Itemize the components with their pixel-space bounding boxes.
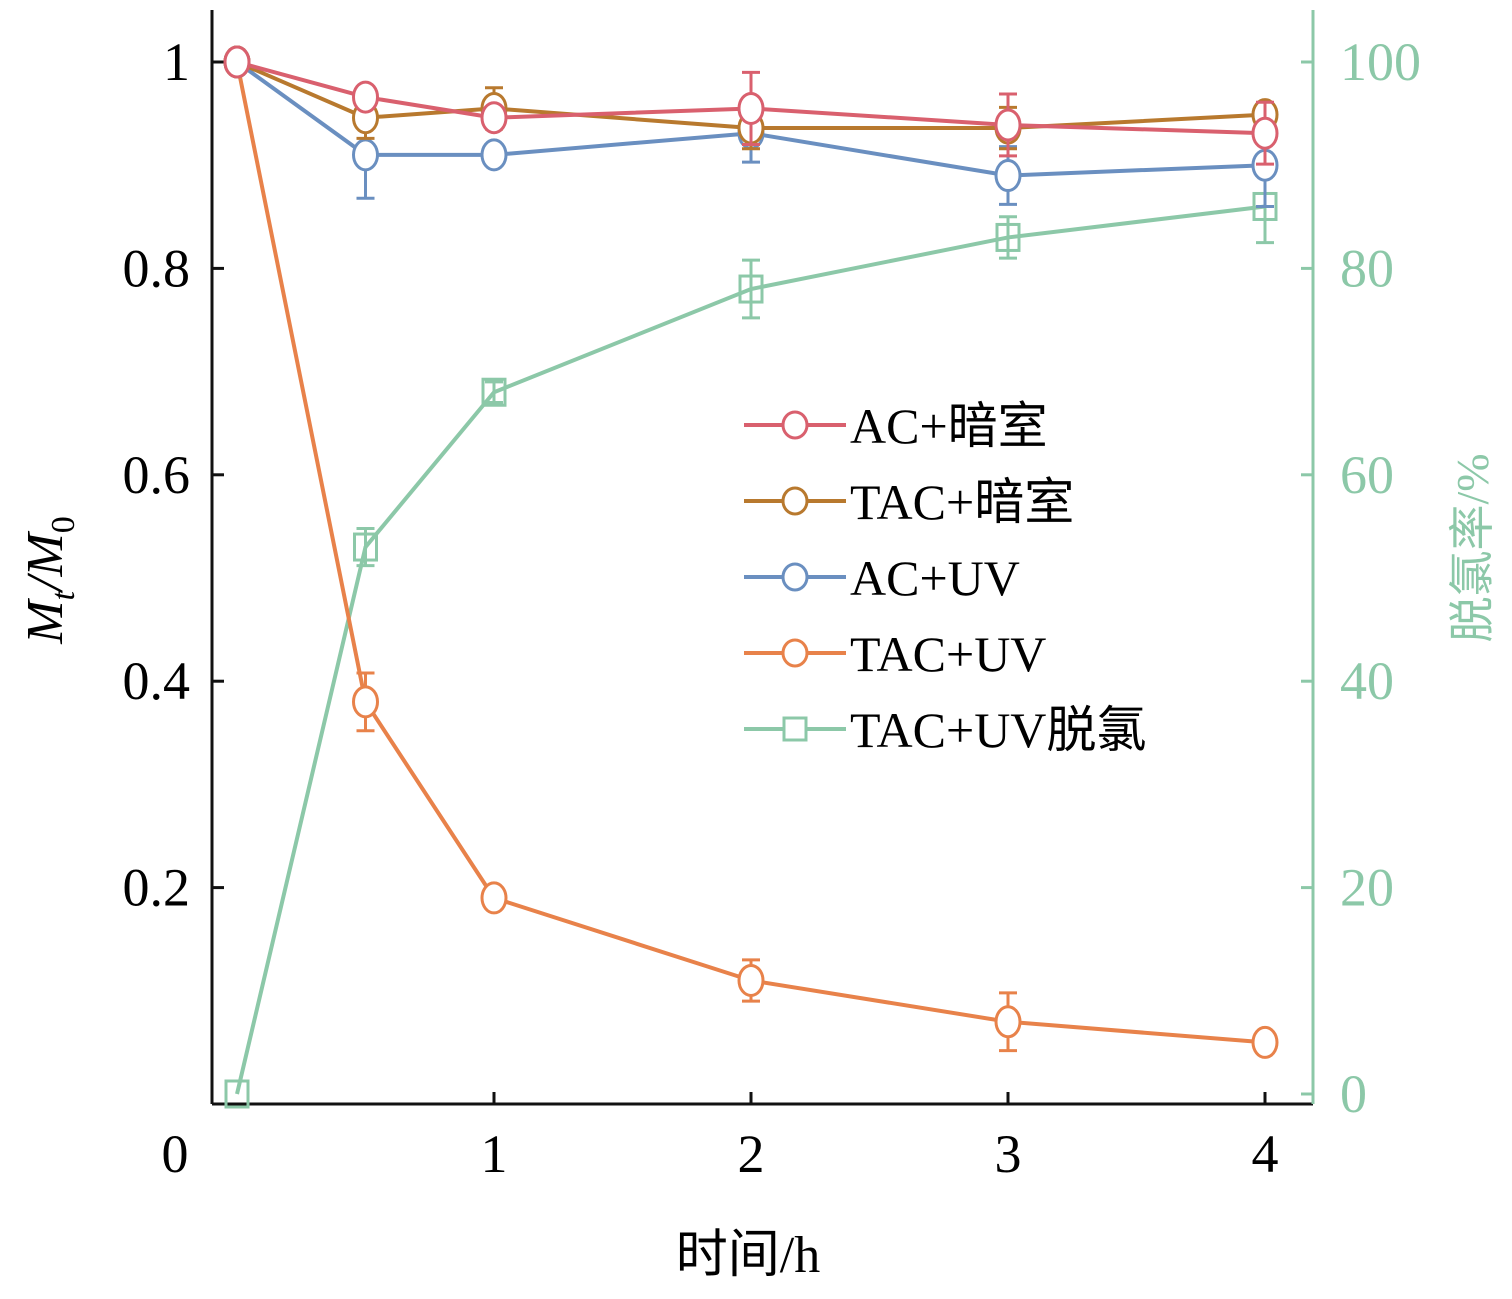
legend-label: AC+暗室 [850, 398, 1048, 454]
y-tick-label: 1 [163, 32, 190, 92]
data-point [737, 963, 765, 997]
x-tick-label: 1 [481, 1124, 508, 1184]
legend-item: TAC+UV脱氯 [744, 702, 1146, 758]
data-point [224, 1079, 250, 1109]
legend-item: TAC+UV [744, 626, 1046, 682]
legend-marker [781, 486, 809, 516]
x-tick-label: 0 [162, 1124, 189, 1184]
y-tick-label: 0.2 [123, 858, 191, 918]
data-point [352, 80, 379, 114]
data-point [481, 377, 507, 407]
legend-marker [782, 716, 808, 742]
data-point [480, 138, 508, 172]
legend-label: AC+UV [850, 550, 1020, 606]
y2-axis-label: 脱氯率/% [1447, 453, 1498, 642]
y-tick-label: 0.6 [123, 445, 191, 505]
legend-item: AC+UV [744, 550, 1020, 606]
series-line [235, 204, 1266, 1095]
legend: AC+暗室 TAC+暗室 AC+UV TAC+UV TAC+UV脱氯 [744, 398, 1146, 758]
x-tick-label: 4 [1252, 1124, 1279, 1184]
data-point [223, 45, 251, 79]
legend-item: AC+暗室 [744, 398, 1048, 454]
y2-tick-label: 60 [1340, 445, 1394, 505]
axes: 0.2 0.4 0.6 0.8 1 0 20 40 60 80 100 0 1 2 3 4 [123, 10, 1421, 1184]
data-point [994, 1005, 1022, 1039]
legend-marker [781, 562, 809, 592]
legend-label: TAC+UV脱氯 [850, 702, 1146, 758]
data-point [994, 159, 1022, 193]
legend-label: TAC+暗室 [850, 474, 1074, 530]
legend-marker [781, 638, 809, 668]
y2-tick-label: 80 [1340, 238, 1394, 298]
series-0 [223, 45, 1279, 166]
y-tick-label: 0.4 [123, 651, 191, 711]
y2-tick-label: 40 [1340, 651, 1394, 711]
data-point [352, 685, 379, 719]
data-point [737, 91, 765, 125]
data-point [1251, 1025, 1279, 1059]
y2-tick-label: 100 [1340, 32, 1421, 92]
data-point [995, 222, 1021, 252]
series-line [236, 60, 1266, 136]
legend-item: TAC+暗室 [744, 474, 1074, 530]
x-tick-label: 3 [995, 1124, 1022, 1184]
y2-tick-label: 0 [1340, 1064, 1367, 1124]
data-point [352, 138, 379, 172]
series-line [235, 61, 1266, 1045]
y2-tick-label: 20 [1340, 858, 1394, 918]
series-line [235, 60, 1266, 178]
y-tick-label: 0.8 [123, 238, 191, 298]
series-3 [223, 45, 1279, 1059]
series-layer [223, 45, 1279, 1109]
legend-label: TAC+UV [850, 626, 1046, 682]
data-point [480, 881, 508, 915]
x-tick-label: 2 [738, 1124, 765, 1184]
series-4 [224, 168, 1278, 1109]
data-point [738, 274, 764, 304]
y-axis-label: Mt/M0 [17, 516, 82, 645]
data-point [994, 108, 1022, 142]
data-point [1251, 116, 1279, 150]
legend-marker [781, 410, 809, 440]
data-point [480, 101, 508, 135]
data-point [353, 532, 378, 562]
x-axis-label: 时间/h [676, 1227, 820, 1284]
